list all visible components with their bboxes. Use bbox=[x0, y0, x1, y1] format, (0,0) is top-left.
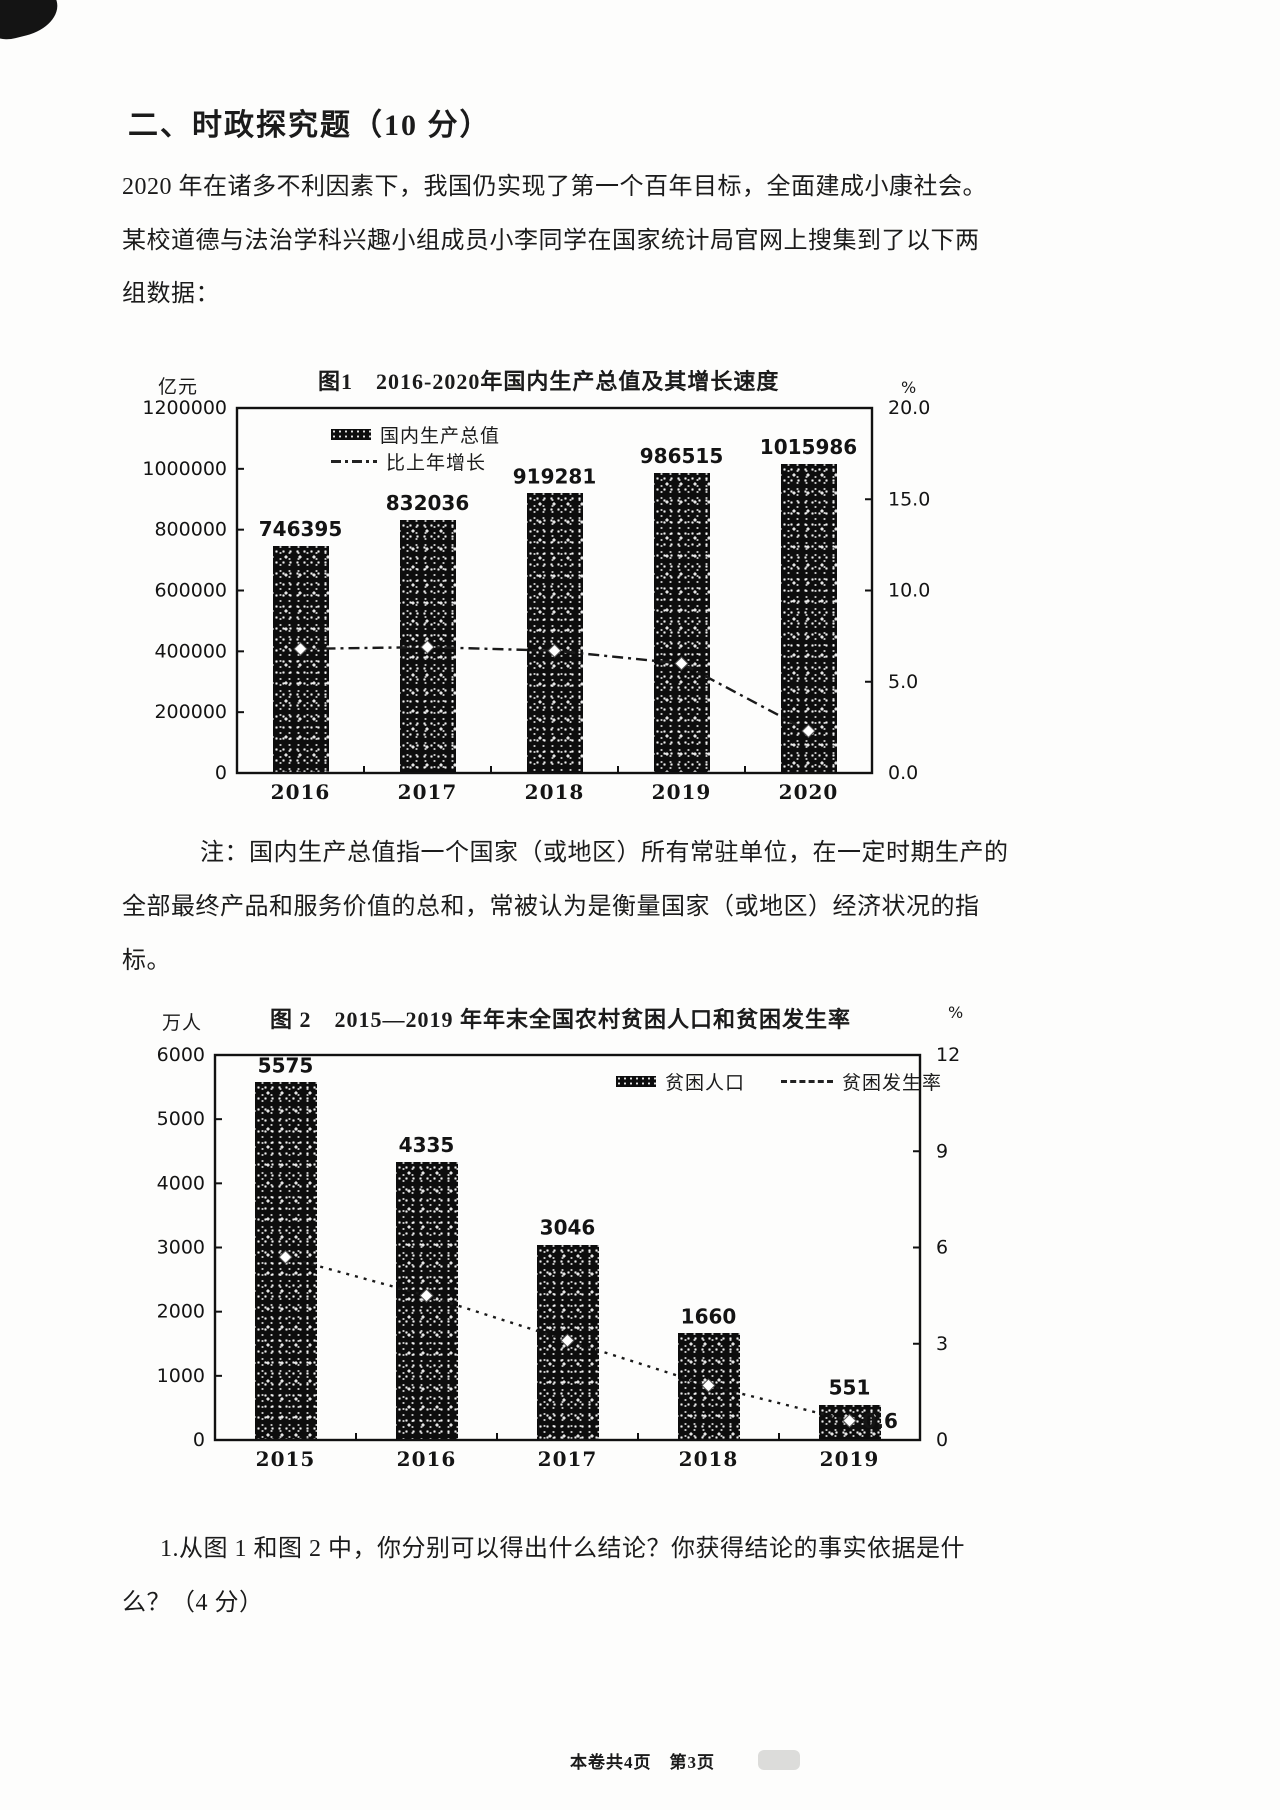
x-axis-label: 2019 bbox=[820, 1447, 880, 1471]
right-axis-tick-label: 6 bbox=[936, 1237, 948, 1259]
chart2-legend: 贫困人口 贫困发生率 bbox=[616, 1068, 942, 1095]
plot-frame bbox=[213, 1053, 922, 1442]
bar-value-label: 5575 bbox=[258, 1053, 314, 1077]
x-axis-label: 2017 bbox=[538, 1447, 598, 1471]
line-marker bbox=[674, 656, 689, 671]
chart2-poverty-plot: 6000 5000 4000 3000 2000 1000 0 12 9 6 3 0 2015 2016 2… bbox=[130, 1040, 1000, 1500]
left-axis-tick-label: 5000 bbox=[157, 1108, 205, 1130]
chart2-legend-items: 贫困人口 贫困发生率 bbox=[616, 1068, 942, 1095]
left-axis-tick-label: 3000 bbox=[157, 1237, 205, 1259]
line-marker bbox=[701, 1378, 716, 1393]
right-axis-tick-label: 3 bbox=[936, 1333, 948, 1355]
note-line-2: 全部最终产品和服务价值的总和，常被认为是衡量国家（或地区）经济状况的指 bbox=[122, 894, 980, 920]
chart1-right-axis-unit: % bbox=[901, 378, 917, 397]
x-axis-label: 2016 bbox=[271, 780, 331, 804]
bar-value-label: 746395 bbox=[259, 517, 343, 541]
question-line-2: 么？（4 分） bbox=[122, 1590, 264, 1616]
bar-value-label: 1015986 bbox=[760, 435, 857, 459]
line-marker bbox=[842, 1413, 857, 1428]
x-axis-label: 2018 bbox=[679, 1447, 739, 1471]
chart1-gdp-plot: 1200000 1000000 800000 600000 400000 200000 0 2… bbox=[130, 390, 975, 835]
right-axis-tick-label: 15.0 bbox=[888, 488, 930, 510]
line-point-label: 0.6 bbox=[863, 1409, 898, 1433]
bar-value-label: 832036 bbox=[386, 491, 470, 515]
right-axis-tick-label: 12 bbox=[936, 1044, 960, 1066]
bar-value-label: 551 bbox=[829, 1376, 871, 1400]
section-heading: 二、时政探究题（10 分） bbox=[128, 109, 492, 142]
chart2-title: 图 2 2015—2019 年年末全国农村贫困人口和贫困发生率 bbox=[270, 1007, 852, 1032]
left-axis-tick-label: 4000 bbox=[157, 1172, 205, 1194]
note-line-3: 标。 bbox=[122, 948, 171, 974]
x-axis-label: 2016 bbox=[397, 1447, 457, 1471]
right-axis-tick-label: 10.0 bbox=[888, 580, 930, 602]
left-axis-tick-label: 600000 bbox=[154, 580, 227, 602]
chart1-legend: 国内生产总值 比上年增长 bbox=[331, 421, 500, 475]
chart1-legend-label-bar: 国内生产总值 bbox=[380, 426, 501, 447]
bar-2018 bbox=[526, 493, 583, 773]
intro-line-1: 2020 年在诸多不利因素下，我国仍实现了第一个百年目标，全面建成小康社会。 bbox=[122, 174, 987, 200]
dashed-line-swatch-icon bbox=[781, 1080, 834, 1083]
bar-value-label: 4335 bbox=[399, 1133, 455, 1157]
line-marker bbox=[278, 1250, 293, 1265]
chart1-legend-item-line: 比上年增长 bbox=[331, 448, 500, 475]
bar-2019 bbox=[653, 472, 710, 773]
chart2-left-axis-unit: 万人 bbox=[162, 1013, 203, 1034]
left-axis-tick-label: 6000 bbox=[157, 1044, 205, 1066]
x-axis-label: 2015 bbox=[256, 1447, 316, 1471]
chart1-left-axis-unit: 亿元 bbox=[158, 377, 199, 398]
x-axis-label: 2017 bbox=[398, 780, 458, 804]
left-axis-tick-label: 400000 bbox=[154, 640, 227, 662]
bar-2016 bbox=[272, 545, 329, 773]
line-marker bbox=[547, 643, 562, 658]
chart2-svg: 6000 5000 4000 3000 2000 1000 0 12 9 6 3 0 2015 2016 2… bbox=[157, 1044, 961, 1471]
line-marker bbox=[419, 1288, 434, 1303]
intro-line-3: 组数据： bbox=[122, 281, 220, 307]
left-axis-tick-label: 1200000 bbox=[142, 397, 227, 419]
dashdot-line-swatch-icon bbox=[331, 460, 377, 463]
bar-swatch-icon bbox=[616, 1076, 656, 1087]
left-axis-tick-label: 0 bbox=[193, 1429, 205, 1451]
chart1-legend-label-line: 比上年增长 bbox=[386, 453, 487, 474]
note-line-1: 注：国内生产总值指一个国家（或地区）所有常驻单位，在一定时期生产的 bbox=[200, 840, 1009, 866]
left-axis-tick-label: 800000 bbox=[154, 519, 227, 541]
line-marker bbox=[560, 1333, 575, 1348]
x-axis-label: 2018 bbox=[525, 780, 585, 804]
right-axis-tick-label: 5.0 bbox=[888, 671, 918, 693]
bar-swatch-icon bbox=[331, 429, 371, 440]
chart1-svg: 1200000 1000000 800000 600000 400000 200000 0 2… bbox=[142, 397, 930, 804]
bar-value-label: 986515 bbox=[640, 444, 724, 468]
left-axis-tick-label: 1000000 bbox=[142, 458, 227, 480]
bar-value-label: 3046 bbox=[540, 1216, 596, 1240]
x-axis-label: 2020 bbox=[779, 780, 839, 804]
chart2-legend-label-line: 贫困发生率 bbox=[842, 1073, 943, 1094]
right-axis-tick-label: 9 bbox=[936, 1140, 948, 1162]
x-axis-label: 2019 bbox=[652, 780, 712, 804]
chart2-right-axis-unit: % bbox=[948, 1003, 964, 1022]
chart1-legend-item-bar: 国内生产总值 bbox=[331, 421, 500, 448]
intro-line-2: 某校道德与法治学科兴趣小组成员小李同学在国家统计局官网上搜集到了以下两 bbox=[122, 228, 980, 254]
right-axis-tick-label: 20.0 bbox=[888, 397, 930, 419]
line-marker bbox=[801, 723, 816, 739]
line-marker bbox=[293, 641, 308, 656]
line-marker bbox=[420, 640, 435, 655]
bar-value-label: 1660 bbox=[681, 1304, 737, 1328]
chart2-legend-label-bar: 贫困人口 bbox=[665, 1073, 746, 1094]
line-series bbox=[300, 645, 810, 733]
bar-value-label: 919281 bbox=[513, 464, 597, 488]
left-axis-tick-label: 200000 bbox=[154, 701, 227, 723]
left-axis-tick-label: 0 bbox=[215, 762, 227, 784]
right-axis-tick-label: 0.0 bbox=[888, 762, 918, 784]
question-line-1: 1.从图 1 和图 2 中，你分别可以得出什么结论？你获得结论的事实依据是什 bbox=[160, 1536, 965, 1562]
left-axis-tick-label: 2000 bbox=[157, 1301, 205, 1323]
right-axis-tick-label: 0 bbox=[936, 1429, 948, 1451]
page-footer: 本卷共4页 第3页 bbox=[570, 1753, 715, 1772]
left-axis-tick-label: 1000 bbox=[157, 1365, 205, 1387]
scan-smudge bbox=[758, 1750, 800, 1770]
chart1-title: 图1 2016-2020年国内生产总值及其增长速度 bbox=[318, 369, 780, 394]
